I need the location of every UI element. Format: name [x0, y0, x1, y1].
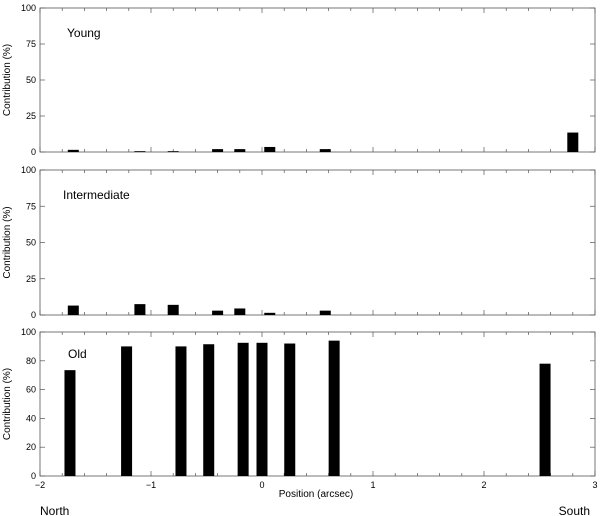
bar — [175, 346, 187, 476]
bar — [167, 151, 179, 152]
bar — [64, 370, 76, 476]
bar — [67, 305, 79, 315]
y-tick-label: 0 — [31, 471, 36, 481]
y-tick-label: 25 — [26, 274, 36, 284]
y-tick-label: 80 — [26, 356, 36, 366]
bar — [539, 363, 551, 476]
bar — [264, 146, 276, 152]
y-axis-title: Contribution (%) — [2, 368, 13, 440]
bar — [319, 310, 331, 315]
y-tick-label: 0 — [31, 310, 36, 320]
y-tick-label: 20 — [26, 442, 36, 452]
panel-label-intermediate: Intermediate — [63, 188, 130, 202]
y-axis-title: Contribution (%) — [2, 44, 13, 116]
x-tick-label: 0 — [259, 480, 264, 490]
y-tick-label: 75 — [26, 39, 36, 49]
bar — [237, 342, 249, 476]
y-tick-label: 100 — [21, 165, 36, 175]
y-tick-label: 60 — [26, 385, 36, 395]
bar — [567, 132, 579, 152]
bar — [284, 343, 296, 476]
bar — [328, 340, 340, 476]
bar — [212, 310, 224, 315]
x-axis-tick-labels: −2 −1 0 1 2 3 — [35, 480, 598, 490]
bar — [234, 149, 246, 152]
y-tick-label: 75 — [26, 201, 36, 211]
panel-label-old: Old — [68, 347, 87, 361]
y-tick-label: 40 — [26, 413, 36, 423]
y-tick-label: 100 — [21, 3, 36, 13]
panel-frame — [39, 331, 596, 477]
bar — [167, 304, 179, 315]
bar — [234, 308, 246, 315]
bar — [264, 312, 276, 315]
x-tick-label: 2 — [481, 480, 486, 490]
y-tick-label: 50 — [26, 238, 36, 248]
panel-label-young: Young — [67, 26, 101, 40]
bar — [134, 304, 146, 315]
panel-old: 0 20 40 60 80 100 Contribution (%) Old — [2, 327, 596, 481]
y-tick-label: 50 — [26, 75, 36, 85]
bar — [203, 344, 215, 476]
panel-young: 0 25 50 75 100 Contribution (%) Young — [2, 3, 596, 157]
y-tick-label: 0 — [31, 147, 36, 157]
bar — [67, 149, 79, 152]
bar — [319, 149, 331, 152]
x-tick-label: 3 — [592, 480, 597, 490]
y-axis-title: Contribution (%) — [2, 206, 13, 278]
y-tick-label: 25 — [26, 111, 36, 121]
x-axis-title: Position (arcsec) — [279, 489, 353, 500]
y-tick-label: 100 — [21, 327, 36, 337]
direction-label-south: South — [559, 504, 590, 516]
bar — [121, 346, 133, 476]
x-tick-label: −1 — [146, 480, 156, 490]
direction-label-north: North — [40, 504, 69, 516]
panel-intermediate: 0 25 50 75 100 Contribution (%) Intermediate — [2, 165, 596, 320]
x-tick-label: 1 — [370, 480, 375, 490]
panel-frame — [39, 7, 596, 153]
bar — [212, 149, 224, 152]
bar — [256, 342, 268, 476]
bar — [134, 151, 146, 152]
x-tick-label: −2 — [35, 480, 45, 490]
panels: 0 25 50 75 100 Contribution (%) Young 0 25 50 75 10… — [2, 3, 596, 481]
